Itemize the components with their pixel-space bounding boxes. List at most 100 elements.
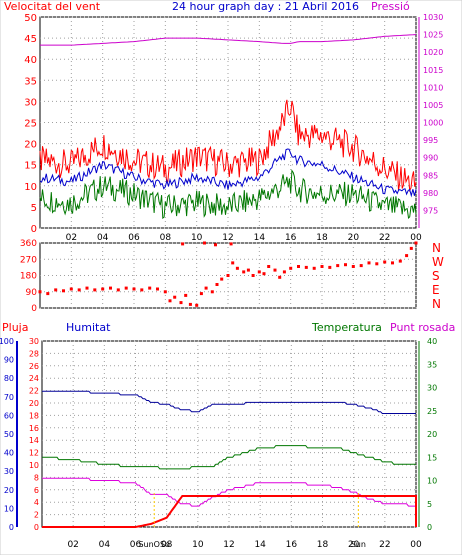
direction-point	[85, 286, 89, 290]
rain-y-tick: 14	[29, 436, 39, 445]
direction-point	[77, 288, 81, 292]
direction-point	[289, 266, 293, 270]
rain-y-tick: 18	[29, 411, 39, 420]
direction-point	[46, 292, 50, 296]
humidity-x-tick: 18	[317, 540, 329, 550]
direction-point	[304, 265, 308, 269]
wind-x-tick: 10	[191, 233, 203, 243]
wind-y-tick: 15	[24, 161, 37, 172]
direction-point	[204, 286, 208, 290]
direction-point	[344, 263, 347, 267]
direction-point	[391, 261, 394, 265]
rain-y-tick: 2	[34, 511, 39, 520]
humidity-x-tick: 14	[254, 540, 266, 550]
humidity-y-tick: 90	[4, 356, 14, 365]
chart-title: 24 hour graph day : 21 Abril 2016	[172, 0, 359, 13]
rain-y-tick: 12	[29, 449, 39, 458]
direction-point	[320, 265, 324, 268]
rain-y-tick: 26	[29, 362, 39, 371]
pressure-y-tick: 1030	[423, 13, 443, 22]
direction-point	[215, 283, 219, 286]
direction-point	[367, 261, 371, 265]
wind-x-tick: 00	[410, 233, 422, 243]
pressure-y-tick: 1025	[423, 31, 443, 40]
humidity-x-tick: 22	[379, 540, 390, 550]
direction-point	[246, 268, 250, 272]
direction-point	[267, 265, 271, 268]
temperature-y-tick: 15	[427, 453, 437, 462]
direction-point	[231, 261, 235, 265]
wind-speed-label: Velocitat del vent	[4, 0, 101, 13]
rain-series	[42, 495, 417, 528]
direction-point	[229, 242, 233, 246]
direction-point	[242, 270, 246, 274]
compass-label: S	[432, 269, 440, 283]
wind-x-tick: 02	[66, 233, 77, 243]
wind-x-tick: 06	[128, 233, 140, 243]
temperature-y-tick: 30	[427, 384, 437, 393]
rain-label: Pluja	[2, 321, 28, 334]
wind-y-tick: 10	[24, 182, 37, 193]
humidity-y-tick: 70	[4, 393, 14, 402]
humidity-y-tick: 20	[4, 486, 14, 495]
direction-point	[181, 242, 185, 246]
temperature-y-tick: 5	[427, 500, 432, 509]
wind-x-tick: 20	[348, 233, 360, 243]
direction-point	[195, 303, 199, 307]
humidity-y-tick: 60	[4, 411, 14, 420]
direction-point	[148, 286, 152, 290]
direction-point	[351, 265, 355, 268]
humidity-x-tick: 12	[223, 540, 234, 550]
wind-x-tick: 18	[316, 233, 328, 243]
direction-point	[69, 287, 73, 291]
humidity-y-tick: 50	[4, 430, 14, 439]
direction-point	[203, 241, 206, 245]
direction-point	[251, 274, 255, 277]
pressure-y-tick: 975	[423, 206, 438, 215]
rain-y-tick: 6	[34, 486, 39, 495]
pressure-series	[40, 34, 417, 46]
direction-point	[132, 287, 136, 291]
rain-y-tick: 22	[29, 387, 39, 396]
humidity-series	[42, 390, 416, 414]
direction-point	[409, 246, 413, 250]
humidity-x-tick: 06	[130, 540, 142, 550]
direction-point	[328, 265, 332, 269]
rain-y-tick: 20	[29, 399, 39, 408]
wind-y-tick: 0	[31, 224, 37, 235]
direction-point	[336, 264, 340, 268]
direction-point	[179, 301, 183, 305]
rain-y-tick: 28	[29, 349, 39, 358]
humidity-x-tick: 00	[410, 540, 422, 550]
dewpoint-series	[42, 477, 416, 507]
compass-label: N	[432, 241, 441, 255]
wind-x-tick: 16	[285, 233, 297, 243]
direction-point	[62, 289, 65, 293]
pressure-y-tick: 1005	[423, 101, 443, 110]
wind-y-tick: 50	[24, 13, 37, 24]
temperature-y-tick: 20	[427, 430, 437, 439]
pressure-y-tick: 980	[423, 189, 438, 198]
wind-y-tick: 20	[24, 140, 37, 151]
compass-label: E	[432, 283, 440, 297]
direction-point	[163, 290, 167, 294]
compass-label: N	[432, 297, 441, 311]
direction-point	[262, 272, 266, 276]
temperature-series	[42, 445, 416, 470]
wind-x-tick: 08	[160, 233, 172, 243]
direction-point	[220, 277, 224, 281]
humidity-x-tick: 04	[99, 540, 111, 550]
pressure-y-tick: 1010	[423, 83, 443, 92]
rain-y-tick: 16	[29, 424, 39, 433]
direction-y-tick: 270	[20, 255, 37, 265]
sunrise-label: SunOSo	[138, 540, 170, 549]
direction-point	[93, 288, 97, 292]
wind-y-tick: 40	[24, 55, 37, 66]
wind-y-tick: 35	[24, 76, 37, 87]
humidity-x-tick: 02	[67, 540, 78, 550]
humidity-label: Humitat	[66, 321, 111, 334]
direction-point	[359, 264, 363, 268]
direction-point	[124, 286, 128, 290]
